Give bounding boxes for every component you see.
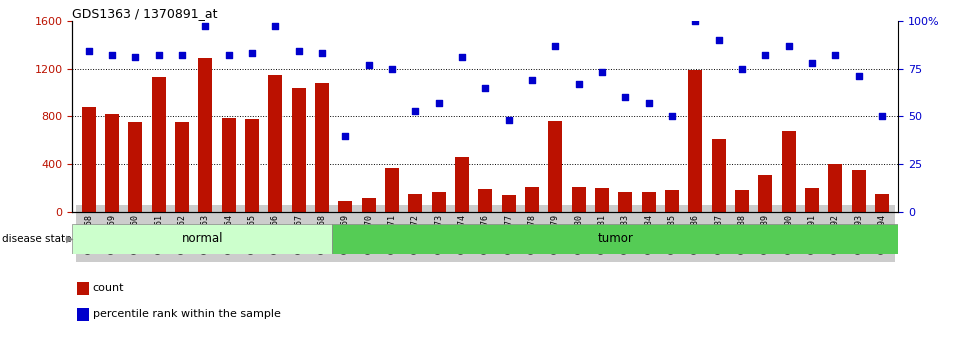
Text: GDS1363 / 1370891_at: GDS1363 / 1370891_at: [72, 7, 218, 20]
Point: [477, 85, 493, 90]
Bar: [338, 201, 353, 212]
Point: [828, 52, 843, 58]
Point: [571, 81, 586, 87]
Point: [151, 52, 166, 58]
Text: ▶: ▶: [66, 234, 73, 244]
Text: disease state: disease state: [2, 234, 71, 244]
Bar: [432, 193, 445, 212]
Bar: [829, 164, 842, 212]
Point: [501, 118, 517, 123]
Bar: [852, 170, 866, 212]
Bar: [455, 157, 469, 212]
Bar: [105, 114, 119, 212]
Bar: [175, 122, 189, 212]
Bar: [758, 175, 773, 212]
Point: [175, 52, 190, 58]
Bar: [245, 119, 259, 212]
Point: [711, 37, 726, 43]
Point: [384, 66, 400, 71]
Bar: [385, 168, 399, 212]
Bar: [572, 187, 585, 212]
Point: [338, 133, 354, 138]
Point: [734, 66, 750, 71]
Bar: [501, 195, 516, 212]
Point: [594, 70, 610, 75]
Bar: [641, 193, 656, 212]
Point: [221, 52, 237, 58]
Point: [548, 43, 563, 48]
Bar: [128, 122, 142, 212]
Bar: [805, 188, 819, 212]
Point: [198, 24, 213, 29]
Bar: [689, 70, 702, 212]
Point: [361, 62, 377, 68]
Text: normal: normal: [182, 233, 223, 245]
Point: [408, 108, 423, 114]
Point: [781, 43, 796, 48]
Bar: [361, 198, 376, 212]
Point: [874, 114, 890, 119]
Bar: [82, 107, 96, 212]
Bar: [409, 194, 422, 212]
Bar: [618, 193, 633, 212]
Point: [81, 49, 97, 54]
Text: tumor: tumor: [597, 233, 633, 245]
Bar: [526, 187, 539, 212]
Bar: [735, 190, 749, 212]
Point: [314, 50, 329, 56]
Bar: [478, 189, 493, 212]
Bar: [222, 118, 236, 212]
Bar: [198, 58, 213, 212]
Text: percentile rank within the sample: percentile rank within the sample: [93, 309, 280, 319]
Bar: [875, 194, 889, 212]
Point: [805, 60, 820, 66]
Point: [851, 73, 867, 79]
Bar: [781, 131, 796, 212]
Point: [104, 52, 120, 58]
FancyBboxPatch shape: [72, 224, 332, 254]
Bar: [595, 188, 610, 212]
Bar: [152, 77, 166, 212]
Text: count: count: [93, 284, 125, 293]
Point: [291, 49, 306, 54]
Point: [454, 54, 469, 60]
Point: [665, 114, 680, 119]
Bar: [292, 88, 306, 212]
Point: [525, 77, 540, 83]
Point: [244, 50, 260, 56]
FancyBboxPatch shape: [332, 224, 898, 254]
Point: [128, 54, 143, 60]
Bar: [269, 75, 282, 212]
Bar: [549, 121, 562, 212]
Point: [757, 52, 773, 58]
Bar: [712, 139, 725, 212]
Point: [688, 18, 703, 23]
Bar: [665, 190, 679, 212]
Point: [268, 24, 283, 29]
Point: [617, 95, 633, 100]
Point: [431, 100, 446, 106]
Bar: [315, 83, 329, 212]
Point: [641, 100, 657, 106]
